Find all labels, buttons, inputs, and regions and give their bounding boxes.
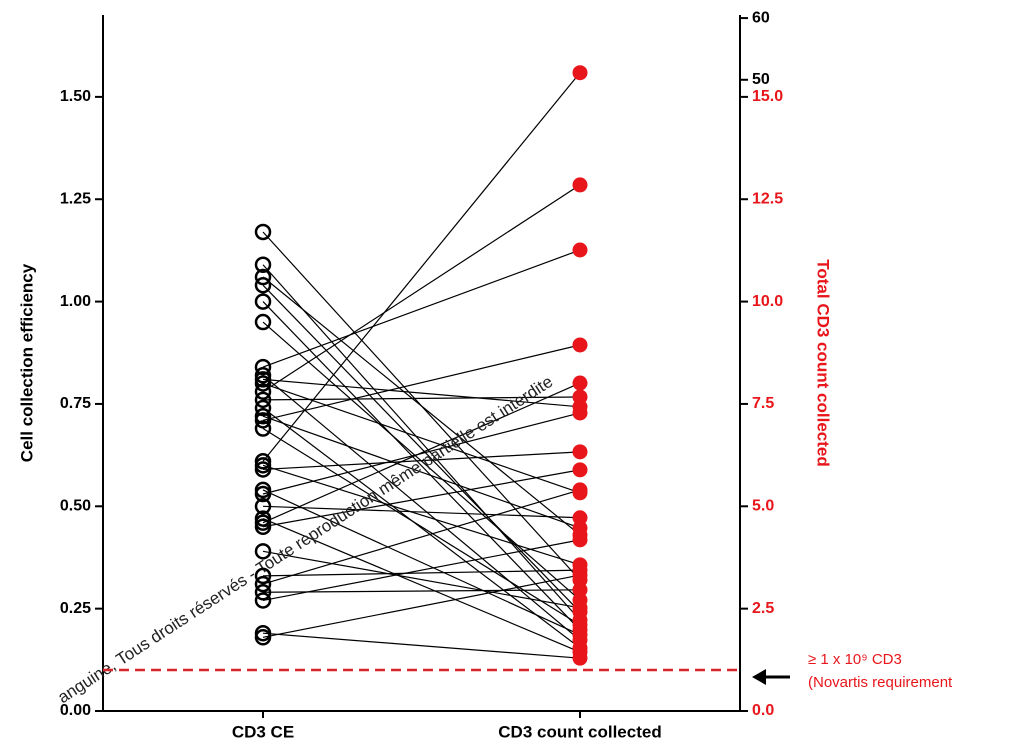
y3-tick-label: 60 <box>752 9 770 26</box>
pair-line <box>262 382 581 494</box>
ce-point <box>254 584 272 601</box>
pair-line <box>262 489 581 636</box>
ce-point <box>254 485 272 503</box>
pair-line <box>262 489 581 585</box>
count-point <box>572 337 588 353</box>
pair-line <box>262 574 581 638</box>
y2-tick-label: 0.0 <box>752 702 774 719</box>
pair-line <box>262 249 581 368</box>
ce-point <box>254 268 272 286</box>
count-point <box>572 582 588 598</box>
count-point <box>572 482 588 498</box>
pair-line <box>262 264 581 621</box>
count-point <box>572 532 588 548</box>
ce-point <box>254 412 272 429</box>
count-point <box>572 600 588 616</box>
count-point <box>572 510 588 526</box>
y2-tick-label: 15.0 <box>752 88 783 105</box>
count-point <box>572 627 588 643</box>
ce-point <box>254 375 272 392</box>
y-tick-label: 1.00 <box>60 293 91 310</box>
count-point <box>572 650 588 666</box>
ce-point <box>254 399 272 417</box>
y2-tick-label: 2.5 <box>752 600 774 617</box>
y2-axis-title: Total CD3 count collected <box>814 259 833 467</box>
y-tick-label: 0.75 <box>60 395 91 412</box>
pair-line <box>262 184 581 393</box>
y-tick-label: 0.25 <box>60 600 91 617</box>
ce-point <box>254 293 272 310</box>
arrow-head <box>752 669 766 685</box>
count-point <box>572 405 588 421</box>
ce-point <box>254 383 272 400</box>
pair-line <box>262 469 581 528</box>
ce-point <box>254 543 272 560</box>
y2-tick-label: 7.5 <box>752 395 774 412</box>
y3-tick-label: 50 <box>752 71 770 88</box>
count-point <box>572 389 588 405</box>
count-point <box>572 375 588 391</box>
pair-line <box>262 550 581 609</box>
ce-point <box>254 223 272 241</box>
y2-tick-label: 12.5 <box>752 190 783 207</box>
ce-point <box>254 358 272 376</box>
y-tick-label: 1.50 <box>60 88 91 105</box>
y-axis-title: Cell collection efficiency <box>17 263 36 462</box>
pair-line <box>262 505 581 519</box>
y2-tick-label: 10.0 <box>752 293 783 310</box>
pair-line <box>262 301 581 631</box>
y-tick-label: 1.25 <box>60 190 91 207</box>
ce-point <box>254 498 272 515</box>
pair-line <box>262 72 581 462</box>
ce-point <box>254 592 272 609</box>
count-point <box>572 462 588 478</box>
pair-line <box>262 539 581 602</box>
ce-point <box>254 420 272 437</box>
ce-point <box>254 575 272 593</box>
pair-line <box>262 276 581 536</box>
pair-line <box>262 427 581 626</box>
ce-point <box>254 629 272 646</box>
ce-point <box>254 256 272 273</box>
ce-point <box>254 567 272 585</box>
count-point <box>572 444 588 460</box>
watermark: anguine, Tous droits réservés - Toute re… <box>54 372 556 707</box>
x-tick-label: CD3 CE <box>232 722 294 741</box>
pair-line <box>262 344 581 421</box>
pair-line <box>262 464 581 566</box>
y2-tick-label: 5.0 <box>752 498 774 515</box>
annotation: (Novartis requirement <box>808 674 953 691</box>
annotation: ≥ 1 x 10⁹ CD3 <box>808 651 902 668</box>
y-tick-label: 0.50 <box>60 498 91 515</box>
count-point <box>572 177 588 193</box>
pair-line <box>262 632 581 659</box>
pair-line <box>262 589 581 593</box>
ce-point <box>254 313 272 331</box>
ce-point <box>254 518 272 536</box>
pair-line <box>262 569 581 577</box>
ce-point <box>254 276 272 294</box>
y-tick-label: 0.00 <box>60 702 91 719</box>
pair-line <box>262 284 581 613</box>
count-point <box>572 567 588 583</box>
pair-line <box>262 407 581 649</box>
count-point <box>572 65 588 81</box>
pair-line <box>262 374 581 641</box>
ce-point <box>254 391 272 409</box>
pair-line <box>262 451 581 471</box>
pair-line <box>262 518 581 653</box>
pair-line <box>262 382 581 524</box>
pair-line <box>262 396 581 401</box>
ce-point <box>254 461 272 478</box>
pair-line <box>262 415 581 529</box>
x-tick-label: CD3 count collected <box>498 722 661 741</box>
pair-line <box>262 378 581 408</box>
count-point <box>572 242 588 258</box>
